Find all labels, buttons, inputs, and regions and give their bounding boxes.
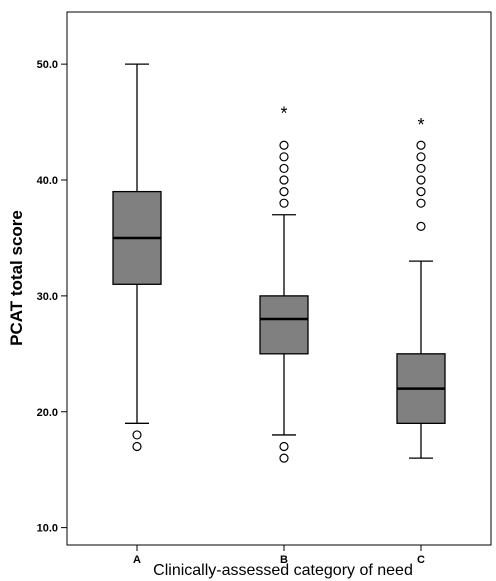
outlier-point — [279, 152, 289, 162]
outlier-point — [416, 163, 426, 174]
y-tick-label: 20.0 — [37, 407, 58, 419]
box-A — [112, 63, 162, 452]
boxes-group: ** — [112, 63, 446, 463]
outlier-point — [279, 175, 289, 185]
x-category-label: B — [280, 554, 288, 566]
x-category-label: C — [417, 554, 425, 566]
outlier-point — [416, 198, 426, 208]
outlier-point — [416, 221, 426, 231]
x-category-label: A — [133, 554, 141, 566]
y-axis-title: PCAT total score — [7, 210, 26, 346]
outlier-point — [279, 198, 289, 208]
outlier-point — [279, 140, 289, 150]
box-C: * — [396, 115, 446, 459]
outlier-point — [416, 186, 426, 197]
outlier-point — [279, 163, 289, 174]
x-axis-title: Clinically-assessed category of need — [153, 562, 413, 579]
outlier-point — [132, 441, 142, 452]
x-axis: A B C — [133, 545, 425, 566]
iqr-box — [259, 295, 309, 355]
y-tick-label: 30.0 — [37, 291, 58, 303]
y-tick-label: 50.0 — [37, 59, 58, 71]
outlier-point — [416, 152, 426, 162]
outlier-point — [132, 430, 142, 440]
extreme-point: * — [417, 115, 424, 135]
outlier-point — [279, 186, 289, 197]
extreme-point: * — [280, 103, 287, 123]
y-tick-label: 10.0 — [37, 523, 58, 535]
box-B: * — [259, 103, 309, 463]
outlier-point — [279, 441, 289, 452]
y-tick-label: 40.0 — [37, 175, 58, 187]
outlier-point — [279, 453, 289, 463]
y-axis: 10.0 20.0 30.0 40.0 50.0 — [37, 59, 67, 535]
outlier-point — [416, 140, 426, 150]
outlier-point — [416, 175, 426, 185]
